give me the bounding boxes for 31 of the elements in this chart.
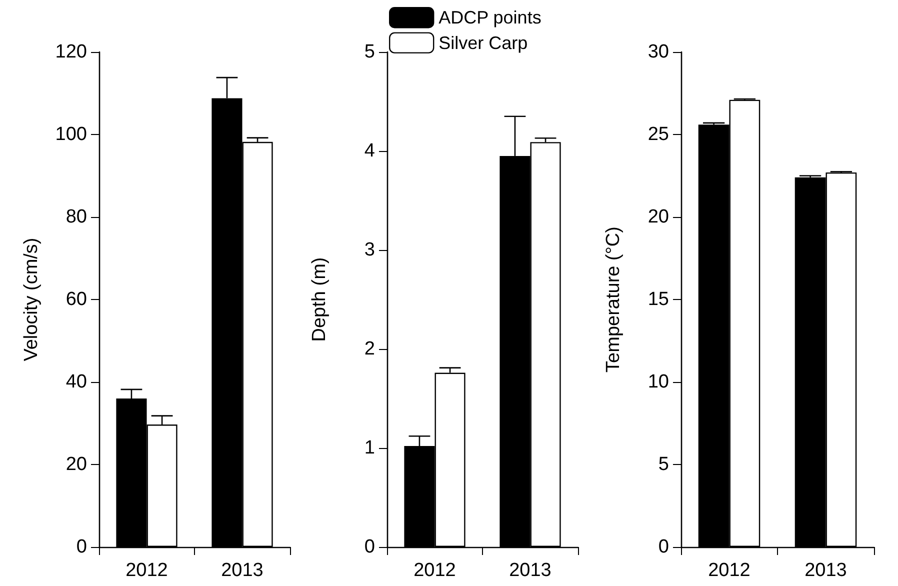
y-tick-label: 80 <box>66 206 87 228</box>
legend-label: Silver Carp <box>438 32 528 53</box>
y-tick-label: 3 <box>364 240 375 260</box>
x-tick-label: 2013 <box>221 560 264 581</box>
y-tick-label: 4 <box>364 140 376 162</box>
y-axis-title: Temperature (°C) <box>603 226 624 372</box>
y-tick-label: 0 <box>364 536 375 558</box>
y-tick-label: 30 <box>648 42 669 62</box>
y-tick-label: 60 <box>66 289 87 310</box>
y-tick-label: 0 <box>76 536 87 558</box>
y-tick-label: 5 <box>658 454 669 475</box>
x-tick-label: 2013 <box>804 560 847 581</box>
y-tick-label: 1 <box>364 438 375 458</box>
x-tick-label: 2013 <box>509 560 552 581</box>
x-tick-label: 2012 <box>414 560 456 581</box>
y-tick-label: 20 <box>648 206 669 228</box>
y-axis-title: Velocity (cm/s) <box>21 238 42 362</box>
x-tick-label: 2012 <box>126 560 168 581</box>
legend-label: ADCP points <box>438 8 542 28</box>
y-tick-label: 120 <box>55 42 87 62</box>
y-tick-label: 10 <box>648 372 669 392</box>
y-tick-label: 20 <box>66 454 87 475</box>
y-tick-label: 40 <box>66 372 87 392</box>
y-tick-label: 100 <box>55 124 87 145</box>
x-tick-label: 2012 <box>708 560 750 581</box>
y-tick-label: 5 <box>364 42 375 62</box>
y-tick-label: 0 <box>658 536 669 558</box>
y-axis-title: Depth (m) <box>309 257 330 342</box>
y-tick-label: 15 <box>648 289 669 310</box>
y-tick-label: 25 <box>648 124 669 145</box>
y-tick-label: 2 <box>364 338 375 360</box>
